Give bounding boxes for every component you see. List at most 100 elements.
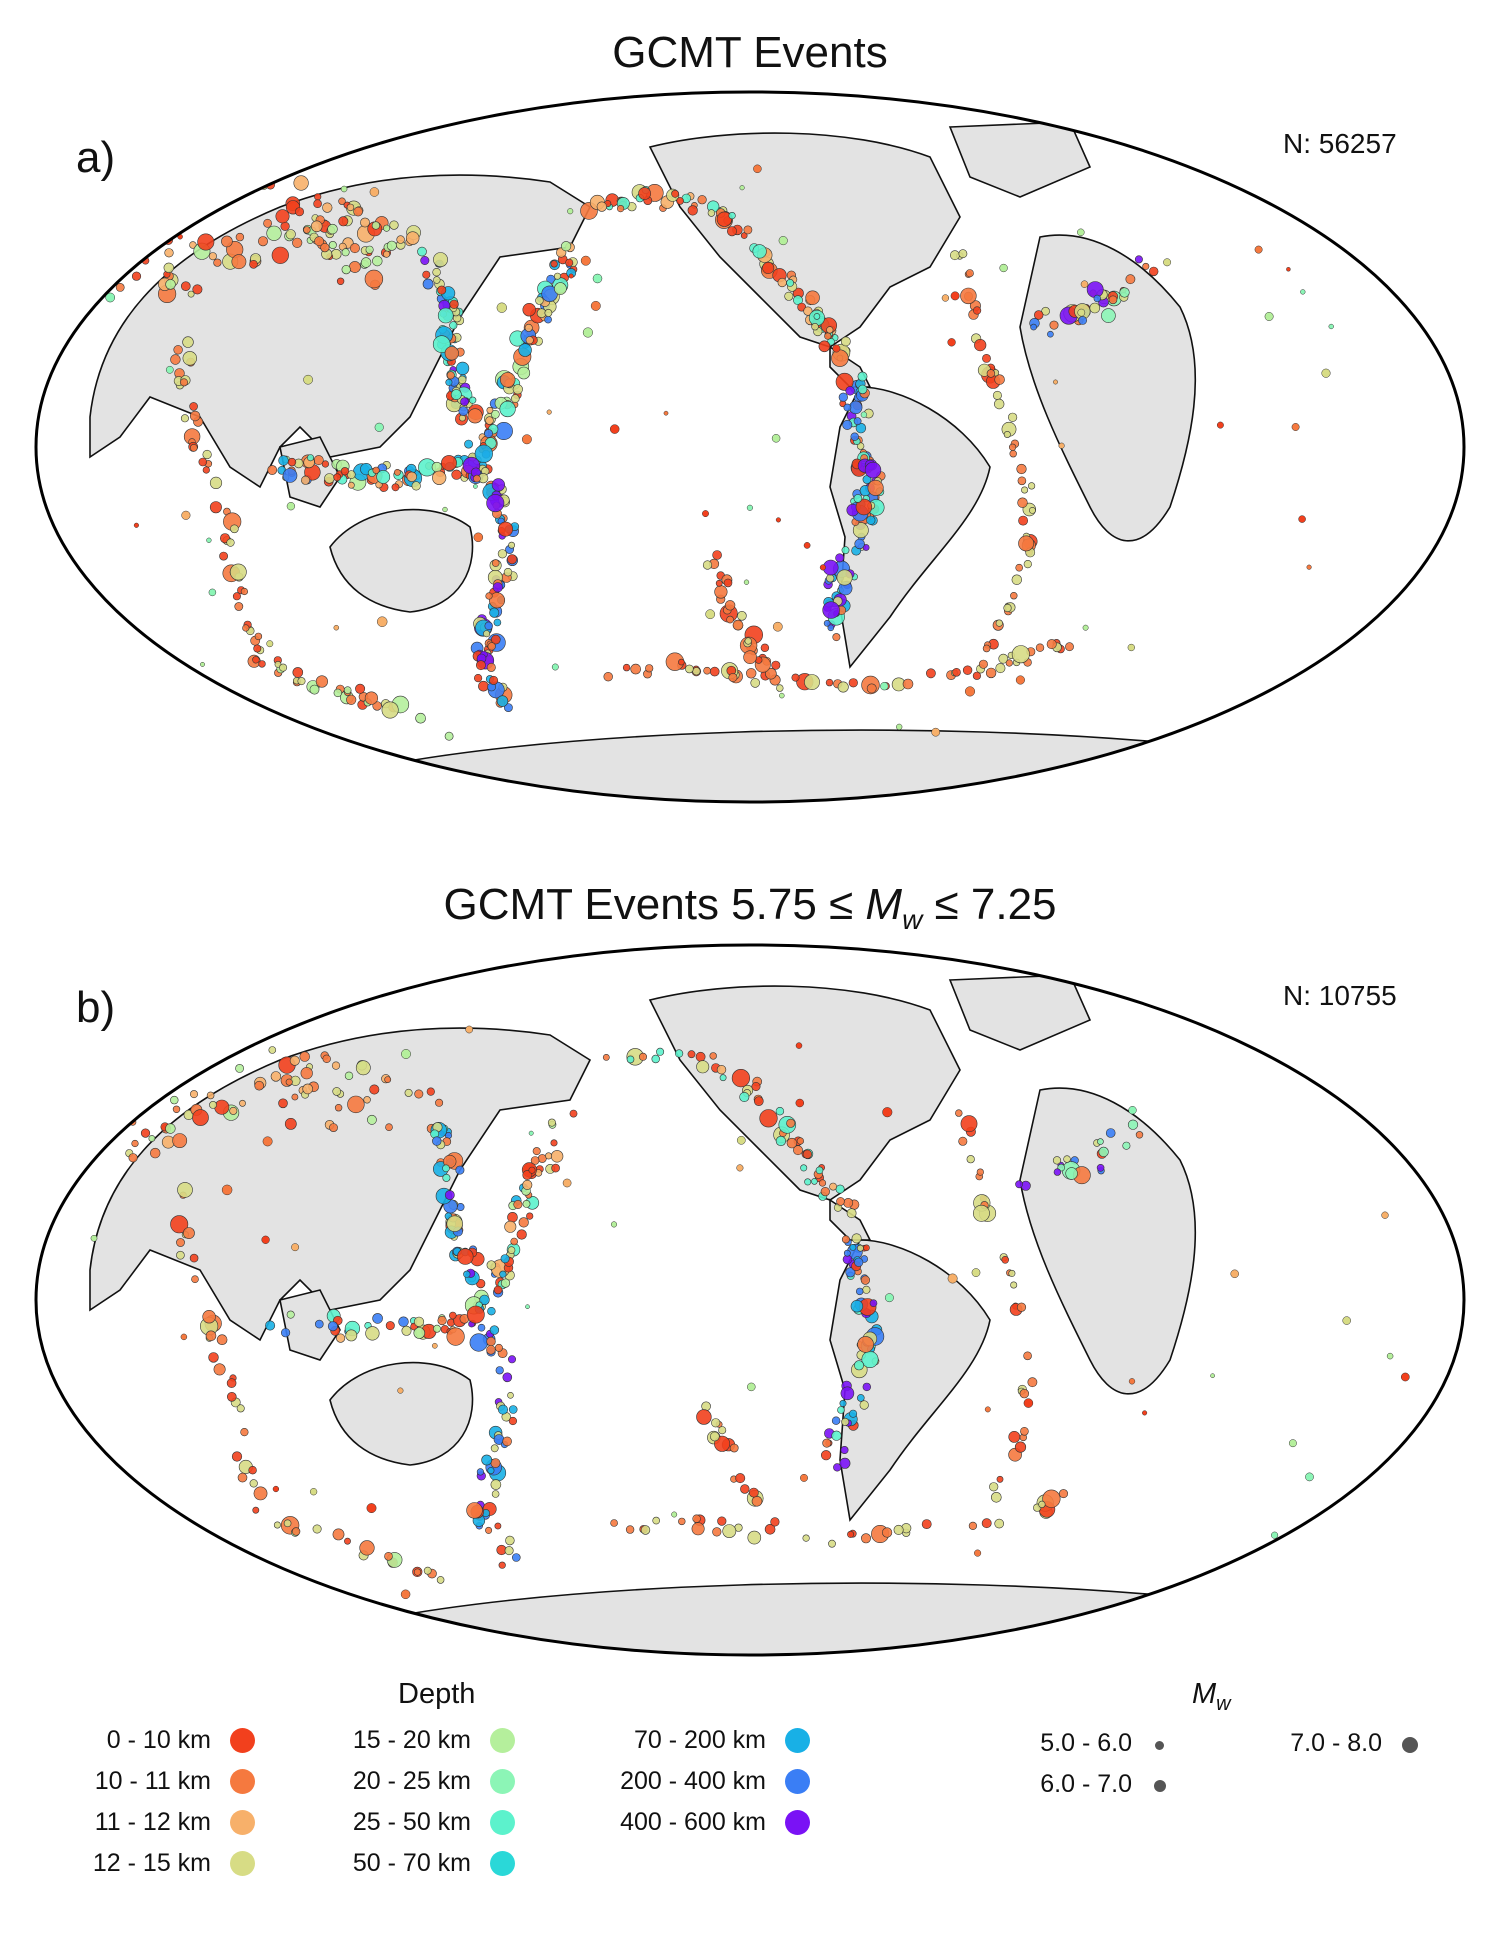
event-marker (406, 471, 417, 482)
event-marker (1127, 643, 1135, 652)
event-marker (431, 461, 443, 473)
event-marker (869, 1299, 878, 1308)
event-marker (993, 398, 1005, 410)
event-marker (568, 273, 574, 279)
event-marker (1029, 506, 1036, 514)
event-marker (685, 664, 694, 674)
event-marker (850, 1300, 864, 1313)
event-marker (483, 630, 491, 638)
event-marker (397, 1387, 404, 1394)
panel-a-label: a) (76, 133, 116, 182)
event-marker (197, 233, 215, 251)
event-marker (306, 454, 314, 462)
depth-legend-item: 400 - 600 km (560, 1802, 810, 1842)
event-marker (1053, 1168, 1062, 1176)
depth-legend-label: 12 - 15 km (92, 1849, 211, 1877)
event-marker (376, 469, 391, 484)
event-marker (722, 1524, 737, 1538)
event-marker (992, 390, 1002, 400)
event-marker (466, 1305, 485, 1324)
event-marker (753, 1096, 764, 1106)
event-marker (849, 1409, 858, 1418)
event-marker (622, 663, 631, 672)
event-marker (775, 1135, 787, 1147)
event-marker (404, 1088, 413, 1097)
event-marker (596, 201, 607, 212)
event-marker (986, 369, 996, 378)
event-marker (507, 1355, 516, 1364)
event-marker (190, 1090, 199, 1099)
event-marker (500, 372, 516, 388)
event-marker (840, 1445, 849, 1454)
event-marker (616, 204, 625, 213)
event-marker (861, 1350, 879, 1368)
event-marker (249, 1479, 258, 1488)
event-marker (360, 217, 370, 228)
event-marker (458, 375, 467, 384)
event-marker (498, 1561, 506, 1569)
event-marker (344, 1071, 354, 1081)
event-marker (163, 262, 175, 274)
event-marker (778, 236, 788, 246)
event-marker (964, 686, 976, 697)
event-marker (191, 1275, 199, 1284)
event-marker (881, 1527, 893, 1538)
event-marker (489, 1325, 500, 1335)
event-markers (105, 143, 1400, 749)
event-marker (687, 205, 698, 216)
event-marker (822, 1438, 832, 1448)
event-marker (300, 475, 310, 485)
event-marker (252, 1506, 260, 1514)
event-marker (422, 278, 434, 290)
event-marker (200, 661, 205, 667)
event-marker (198, 457, 208, 467)
event-marker (231, 254, 247, 270)
event-marker (320, 243, 330, 253)
event-marker (831, 1430, 842, 1441)
event-marker (433, 252, 448, 267)
event-marker (1122, 1141, 1131, 1150)
depth-legend-swatch (230, 1851, 255, 1876)
event-marker (518, 1217, 529, 1228)
event-marker (705, 609, 716, 620)
event-marker (344, 1537, 351, 1545)
event-marker (947, 338, 956, 347)
event-marker (696, 1409, 712, 1425)
event-marker (1016, 463, 1027, 475)
event-marker (745, 668, 757, 679)
event-marker (544, 315, 552, 324)
event-marker (176, 1238, 185, 1247)
event-marker (1008, 1269, 1016, 1277)
event-marker (180, 414, 189, 423)
event-marker (133, 522, 139, 528)
panel-b-map (34, 943, 1466, 1657)
event-marker (437, 307, 454, 324)
event-marker (1386, 1352, 1394, 1360)
event-marker (836, 569, 853, 586)
event-marker (469, 1333, 488, 1352)
event-marker (213, 258, 222, 267)
event-marker (333, 624, 340, 631)
depth-legend-item: 15 - 20 km (290, 1720, 515, 1760)
event-marker (374, 422, 384, 432)
event-marker (372, 1313, 383, 1324)
event-marker (984, 1406, 991, 1413)
event-marker (205, 1330, 217, 1342)
event-marker (345, 1329, 358, 1342)
land-australia (329, 508, 474, 613)
event-marker (1097, 1138, 1104, 1145)
event-marker (484, 429, 493, 438)
event-marker (1052, 1156, 1062, 1165)
event-marker (499, 1270, 507, 1278)
event-marker (1011, 574, 1022, 585)
event-marker (968, 1521, 978, 1531)
event-marker (847, 1530, 855, 1538)
event-marker (818, 1179, 827, 1187)
event-marker (148, 1135, 156, 1142)
event-marker (229, 563, 247, 581)
event-marker (744, 637, 752, 645)
event-marker (504, 1220, 517, 1233)
event-marker (1033, 310, 1044, 320)
event-marker (1306, 564, 1312, 570)
event-marker (609, 424, 620, 434)
